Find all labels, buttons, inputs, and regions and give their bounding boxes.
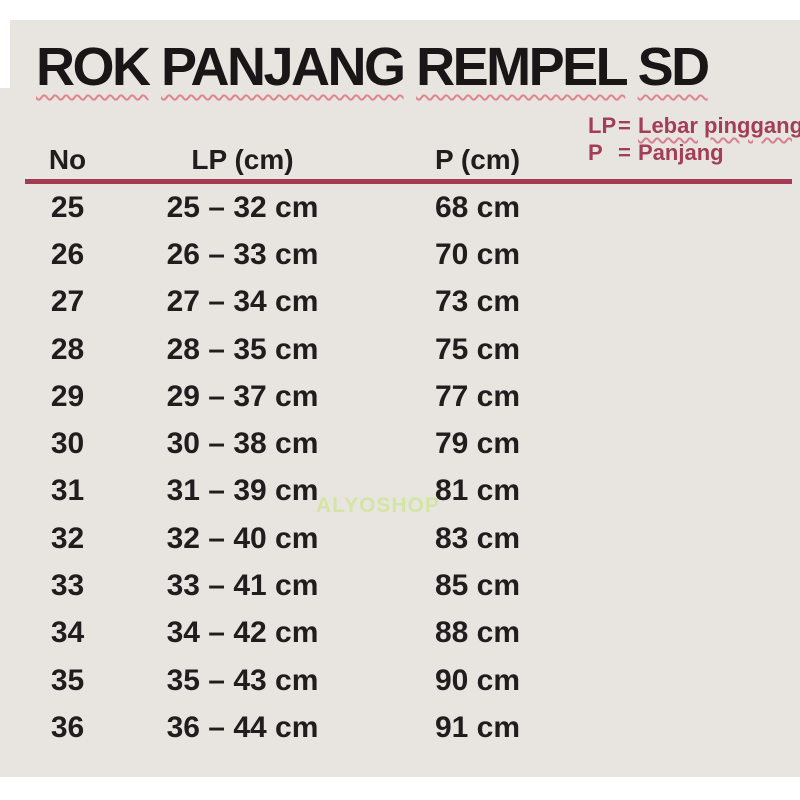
table-row: 31 31 – 39 cm 81 cm	[25, 468, 792, 515]
legend-row-p: P = Panjang	[588, 139, 800, 166]
legend-term-panjang: Panjang	[638, 140, 724, 165]
page-margin-sliver	[0, 0, 10, 88]
table-row: 36 36 – 44 cm 91 cm	[25, 704, 792, 751]
table-row: 30 30 – 38 cm 79 cm	[25, 420, 792, 467]
page-title: ROK PANJANG REMPEL SD	[36, 37, 711, 97]
cell-p: 85 cm	[434, 569, 521, 603]
cell-p: 91 cm	[434, 710, 521, 744]
table-row: 32 32 – 40 cm 83 cm	[25, 515, 792, 562]
cell-no: 35	[50, 663, 85, 697]
cell-no: 31	[50, 474, 85, 508]
legend-abbr-lp: LP	[588, 113, 617, 138]
table-row: 26 26 – 33 cm 70 cm	[25, 231, 792, 278]
cell-no: 29	[50, 379, 85, 413]
size-chart-background	[0, 20, 800, 777]
legend-equals: =	[618, 113, 631, 138]
size-table: No LP (cm) P (cm) 25 25 – 32 cm 68 cm 26…	[25, 140, 792, 752]
cell-lp: 36 – 44 cm	[166, 710, 319, 744]
cell-lp: 28 – 35 cm	[166, 332, 319, 366]
cell-lp: 25 – 32 cm	[166, 190, 319, 224]
legend-term-lebar-pinggang: Lebar pinggang	[638, 112, 800, 139]
cell-lp: 29 – 37 cm	[166, 379, 319, 413]
header-cell-p: P (cm)	[434, 143, 521, 175]
cell-no: 27	[50, 285, 85, 319]
cell-p: 70 cm	[434, 237, 521, 271]
table-header: No LP (cm) P (cm)	[25, 140, 792, 179]
cell-p: 77 cm	[434, 379, 521, 413]
table-row: 25 25 – 32 cm 68 cm	[25, 184, 792, 231]
underlined-word: ROK	[36, 37, 151, 97]
table-row: 29 29 – 37 cm 77 cm	[25, 373, 792, 420]
cell-p: 79 cm	[434, 427, 521, 461]
header-cell-spacer	[580, 140, 792, 179]
header-rule	[25, 179, 792, 184]
cell-no: 33	[50, 569, 85, 603]
header-cell-lp: LP (cm)	[191, 143, 294, 175]
underlined-word: Lebar	[638, 113, 698, 138]
header-cell-no: No	[48, 143, 87, 175]
cell-no: 30	[50, 427, 85, 461]
cell-p: 81 cm	[434, 474, 521, 508]
table-row: 28 28 – 35 cm 75 cm	[25, 326, 792, 373]
legend-abbr-p: P	[588, 140, 603, 165]
cell-no: 26	[50, 237, 85, 271]
cell-p: 83 cm	[434, 521, 521, 555]
cell-p: 88 cm	[434, 616, 521, 650]
cell-no: 28	[50, 332, 85, 366]
table-body: 25 25 – 32 cm 68 cm 26 26 – 33 cm 70 cm …	[25, 184, 792, 752]
cell-no: 32	[50, 521, 85, 555]
table-row: 27 27 – 34 cm 73 cm	[25, 279, 792, 326]
cell-no: 34	[50, 616, 85, 650]
table-row: 35 35 – 43 cm 90 cm	[25, 657, 792, 704]
cell-p: 90 cm	[434, 663, 521, 697]
table-row: 34 34 – 42 cm 88 cm	[25, 610, 792, 657]
cell-lp: 32 – 40 cm	[166, 521, 319, 555]
shop-watermark: ALYOSHOP	[316, 494, 440, 517]
table-row: 33 33 – 41 cm 85 cm	[25, 562, 792, 609]
underlined-word: pinggang	[704, 113, 800, 138]
legend-row-lp: LP = Lebar pinggang	[588, 112, 800, 139]
cell-lp: 31 – 39 cm	[166, 474, 319, 508]
cell-no: 25	[50, 190, 85, 224]
cell-no: 36	[50, 710, 85, 744]
cell-lp: 26 – 33 cm	[166, 237, 319, 271]
cell-p: 68 cm	[434, 190, 521, 224]
cell-lp: 35 – 43 cm	[166, 663, 319, 697]
underlined-word: SD	[637, 37, 711, 97]
underlined-word: REMPEL	[416, 37, 628, 97]
cell-lp: 30 – 38 cm	[166, 427, 319, 461]
cell-lp: 33 – 41 cm	[166, 569, 319, 603]
underlined-word: PANJANG	[161, 37, 406, 97]
cell-p: 73 cm	[434, 285, 521, 319]
legend: LP = Lebar pinggang P = Panjang	[588, 112, 800, 166]
cell-p: 75 cm	[434, 332, 521, 366]
legend-equals: =	[618, 140, 631, 165]
cell-lp: 34 – 42 cm	[166, 616, 319, 650]
cell-lp: 27 – 34 cm	[166, 285, 319, 319]
